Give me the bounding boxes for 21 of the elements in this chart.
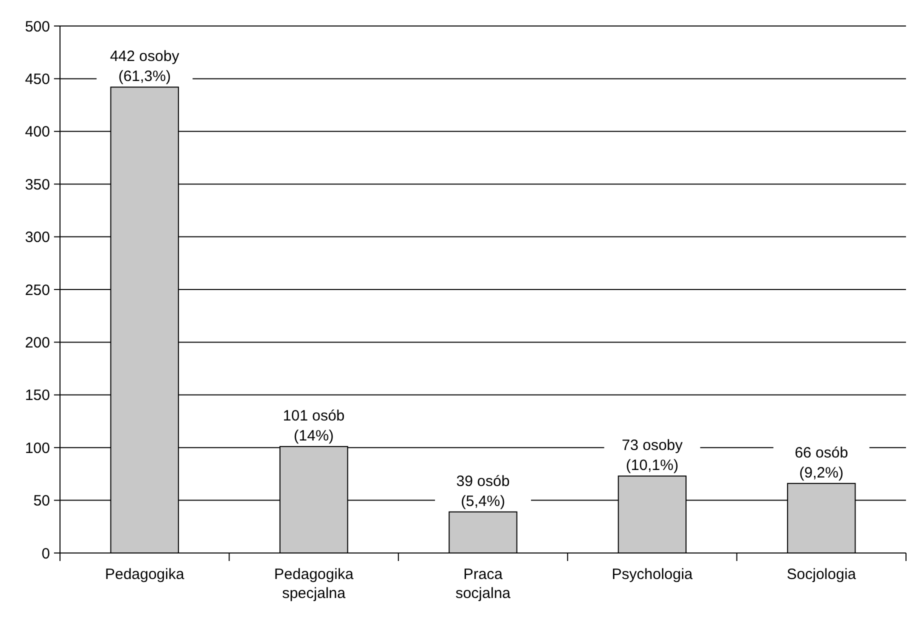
y-tick-label: 150	[24, 387, 50, 404]
y-tick-label: 100	[24, 440, 50, 457]
data-label: 66 osób (9,2%)	[794, 444, 848, 482]
y-tick-label: 350	[24, 176, 50, 194]
x-tick-label: Psychologia	[612, 566, 694, 583]
data-label: 39 osób (5,4%)	[456, 472, 510, 510]
y-tick-label: 250	[24, 282, 50, 299]
y-tick-label: 450	[24, 70, 50, 88]
y-tick-label: 400	[24, 124, 50, 141]
x-tick-label: Socjologia	[786, 566, 857, 583]
y-tick-label: 50	[33, 492, 50, 510]
x-tick-label: Praca socjalna	[455, 566, 512, 602]
y-tick-label: 500	[24, 18, 50, 36]
y-tick-label: 200	[24, 334, 50, 352]
x-tick-label: Pedagogika	[104, 566, 185, 583]
data-label: 101 osób (14%)	[282, 408, 345, 445]
x-tick-label: Pedagogika specjalna	[274, 566, 354, 602]
data-label: 442 osoby (61,3%)	[110, 48, 180, 86]
y-tick-label: 300	[24, 229, 50, 246]
y-tick-label: 0	[42, 545, 50, 562]
data-label: 73 osoby (10,1%)	[622, 437, 684, 474]
